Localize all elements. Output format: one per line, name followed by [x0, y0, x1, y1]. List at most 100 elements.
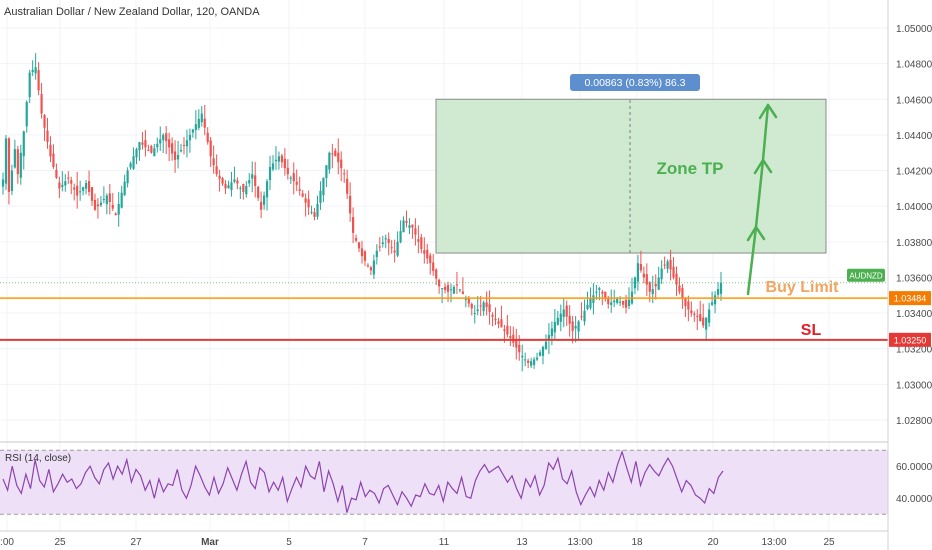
- candle-body: [586, 304, 589, 309]
- candle-body: [476, 309, 479, 312]
- price-tick-label: 1.05000: [896, 24, 932, 35]
- candle-body: [497, 321, 500, 324]
- candle-body: [334, 150, 337, 157]
- time-axis[interactable]: :00 25 27 Mar 5 7 11 13 13:00 18 20 13:00 25: [0, 537, 835, 548]
- time-tick-label[interactable]: 11: [439, 537, 450, 548]
- candle-body: [532, 359, 536, 365]
- candle-body: [257, 186, 260, 198]
- candle-body: [699, 314, 702, 322]
- candle-body: [129, 163, 132, 168]
- time-tick-label[interactable]: 13:00: [761, 537, 786, 548]
- rsi-axis[interactable]: 40.0000 60.0000: [896, 462, 932, 505]
- candle-body: [19, 152, 22, 178]
- candle-body: [331, 153, 334, 155]
- candle-body: [159, 139, 162, 144]
- candle-body: [651, 289, 654, 295]
- chart-title: Australian Dollar / New Zealand Dollar, …: [4, 6, 260, 18]
- candle-body: [1, 179, 5, 187]
- candle-body: [547, 335, 551, 341]
- candle-body: [393, 250, 396, 253]
- candle-body: [464, 298, 467, 300]
- time-tick-label[interactable]: :00: [0, 537, 14, 548]
- candle-body: [479, 305, 482, 307]
- candle-body: [171, 143, 174, 154]
- candle-body: [265, 181, 269, 198]
- time-tick-label[interactable]: 27: [130, 537, 142, 548]
- candle-body: [4, 138, 8, 184]
- candle-body: [613, 300, 616, 303]
- rsi-band-fill: [0, 450, 888, 515]
- candle-body: [494, 318, 497, 321]
- candle-body: [236, 180, 239, 184]
- price-axis[interactable]: 1.02800 1.03000 1.03200 1.03400 1.03600 1.038…: [847, 24, 932, 427]
- time-tick-label[interactable]: 7: [362, 537, 368, 548]
- candle-body: [31, 69, 34, 73]
- candle-body: [429, 255, 432, 264]
- candle-body: [114, 213, 117, 216]
- candle-body: [105, 195, 108, 205]
- candle-body: [277, 156, 281, 162]
- candle-body: [399, 231, 402, 243]
- candle-body: [248, 180, 251, 184]
- candle-body: [485, 302, 488, 308]
- candle-body: [648, 282, 651, 292]
- candle-body: [108, 193, 111, 203]
- candle-body: [524, 359, 527, 361]
- candle-body: [491, 314, 494, 317]
- price-tick-label: 1.04800: [896, 60, 932, 71]
- time-tick-label[interactable]: 13:00: [567, 537, 592, 548]
- candle-body: [360, 248, 364, 257]
- time-tick-label[interactable]: 20: [707, 537, 719, 548]
- time-tick-label[interactable]: 25: [823, 537, 835, 548]
- candle-body: [705, 317, 708, 330]
- candle-body: [666, 261, 669, 269]
- candle-body: [310, 212, 313, 214]
- candle-body: [301, 193, 304, 197]
- buy-limit-price-label: 1.03484: [894, 294, 927, 304]
- candle-body: [289, 177, 292, 179]
- candle-body: [693, 313, 696, 315]
- candle-body: [316, 203, 319, 217]
- candle-body: [426, 249, 429, 259]
- candle-body: [274, 159, 278, 162]
- candle-body: [690, 310, 693, 314]
- candle-body: [503, 329, 506, 331]
- time-tick-label[interactable]: 18: [631, 537, 643, 548]
- candle-body: [432, 262, 435, 271]
- candle-body: [467, 297, 470, 304]
- candle-body: [571, 321, 574, 331]
- candle-body: [340, 159, 343, 169]
- candle-body: [268, 166, 272, 180]
- candle-body: [245, 185, 248, 195]
- candle-body: [577, 321, 580, 332]
- candle-body: [242, 184, 245, 192]
- candle-body: [76, 185, 79, 196]
- price-tick-label: 1.04000: [896, 202, 932, 213]
- time-tick-label[interactable]: Mar: [201, 537, 219, 548]
- candle-body: [482, 302, 485, 312]
- sl-price-label: 1.03250: [894, 335, 927, 345]
- symbol-tag-label: AUDNZD: [849, 271, 883, 280]
- time-tick-label[interactable]: 13: [516, 537, 528, 548]
- candle-body: [322, 177, 325, 196]
- candle-body: [25, 101, 28, 127]
- measure-label-bg[interactable]: [570, 74, 700, 91]
- candle-body: [82, 187, 85, 191]
- candle-body: [601, 291, 604, 294]
- candle-body: [672, 266, 675, 278]
- candle-body: [224, 183, 227, 189]
- time-tick-label[interactable]: 5: [286, 537, 292, 548]
- candle-body: [215, 166, 218, 175]
- candle-body: [135, 149, 138, 158]
- candle-body: [7, 138, 11, 192]
- candle-body: [96, 204, 100, 207]
- candle-body: [79, 191, 82, 193]
- arrow-head-icon: [746, 225, 766, 242]
- candle-body: [147, 149, 150, 151]
- candle-body: [509, 336, 512, 339]
- candle-body: [518, 344, 521, 353]
- time-tick-label[interactable]: 25: [54, 537, 66, 548]
- candle-body: [384, 238, 387, 240]
- tp-arrow-path[interactable]: [746, 103, 770, 296]
